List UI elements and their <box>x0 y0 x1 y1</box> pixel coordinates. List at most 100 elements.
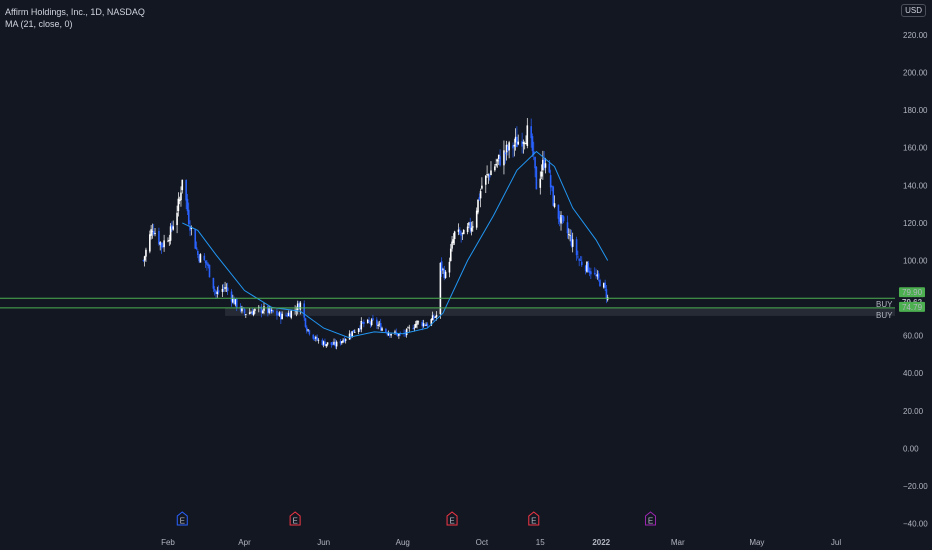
candle-body <box>260 306 263 313</box>
candle-body <box>394 331 396 333</box>
candle-body <box>405 328 408 336</box>
candle-body <box>270 309 273 312</box>
candle-body <box>414 323 417 328</box>
candle-body <box>542 159 544 171</box>
candle-body <box>298 304 300 310</box>
candle-body <box>363 321 365 324</box>
y-tick-label: 160.00 <box>903 144 928 153</box>
candle-body <box>468 222 470 226</box>
indicator-label[interactable]: MA (21, close, 0) <box>5 19 73 29</box>
candle-body <box>344 339 347 341</box>
candle-body <box>226 287 229 292</box>
x-tick-label: Oct <box>476 538 489 547</box>
candle-body <box>145 249 147 257</box>
candle-body <box>460 234 462 236</box>
candle-body <box>208 264 211 278</box>
candle-body <box>416 320 418 325</box>
candle-body <box>469 222 472 230</box>
buy-order-tag: BUY <box>876 311 893 320</box>
candle-body <box>366 319 369 323</box>
earnings-event-label: E <box>531 517 536 526</box>
candle-body <box>252 310 255 316</box>
candle-body <box>353 331 356 333</box>
candle-body <box>513 144 516 147</box>
candle-body <box>304 318 307 327</box>
candle-body <box>171 224 173 229</box>
candle-body <box>548 163 551 173</box>
x-tick-label: May <box>749 538 764 547</box>
candle-body <box>413 327 416 329</box>
candle-body <box>534 156 536 169</box>
price-label-box <box>899 301 925 312</box>
candle-body <box>360 320 363 330</box>
candle-body <box>387 333 390 336</box>
candle-body <box>178 199 181 202</box>
candle-body <box>495 163 497 166</box>
candle-body <box>341 341 343 344</box>
y-tick-label: 200.00 <box>903 69 928 78</box>
candle-body <box>276 311 278 316</box>
earnings-event-marker <box>645 511 657 526</box>
candle-body <box>160 242 163 248</box>
candle-body <box>241 307 243 312</box>
candle-body <box>462 229 465 235</box>
candle-body <box>389 334 391 336</box>
candle-body <box>439 262 442 315</box>
x-tick-label: Jul <box>831 538 841 547</box>
candle-body <box>505 144 508 153</box>
candle-body <box>230 291 233 302</box>
currency-button[interactable]: USD <box>901 4 926 17</box>
candle-body <box>569 235 571 236</box>
candle-body <box>186 198 189 212</box>
candle-body <box>370 319 373 326</box>
candle-body <box>225 287 228 289</box>
symbol-title[interactable]: Affirm Holdings, Inc., 1D, NASDAQ <box>5 7 145 17</box>
y-tick-label: 100.00 <box>903 256 928 265</box>
candle-body <box>435 314 438 318</box>
candle-body <box>350 334 352 336</box>
candle-body <box>206 262 208 265</box>
candle-body <box>368 320 370 322</box>
price-zone <box>225 307 895 316</box>
candle-body <box>321 339 324 345</box>
candle-body <box>484 175 487 185</box>
y-tick-label: 120.00 <box>903 219 928 228</box>
candle-body <box>280 312 282 320</box>
chart-legend: Affirm Holdings, Inc., 1D, NASDAQ MA (21… <box>5 6 145 30</box>
candle-body <box>204 260 207 264</box>
candle-body <box>149 234 151 252</box>
candle-body <box>517 141 520 145</box>
y-tick-label: 60.00 <box>903 332 924 341</box>
x-tick-label: 15 <box>536 538 545 547</box>
candle-body <box>342 340 344 343</box>
candle-body <box>172 226 174 230</box>
x-tick-label: Jun <box>317 538 330 547</box>
candle-body <box>325 344 328 347</box>
candle-body <box>330 342 333 345</box>
price-label-box <box>899 287 925 298</box>
candle-body <box>553 203 556 207</box>
candle-body <box>444 271 447 278</box>
candle-body <box>357 328 360 332</box>
candle-body <box>286 315 289 317</box>
candle-body <box>539 178 542 188</box>
candle-body <box>487 174 490 176</box>
x-tick-label: Aug <box>396 538 410 547</box>
candle-body <box>496 159 499 162</box>
candle-body <box>525 143 527 145</box>
price-level-label: 74.79 <box>902 303 923 312</box>
candle-body <box>331 344 334 346</box>
candle-body <box>151 230 154 232</box>
candle-body <box>307 329 309 331</box>
candle-body <box>424 324 426 326</box>
earnings-event-label: E <box>648 517 653 526</box>
candle-body <box>566 222 569 234</box>
candle-body <box>562 216 565 222</box>
price-level-label: 79.90 <box>902 288 923 297</box>
candle-body <box>425 324 427 326</box>
candle-body <box>390 333 392 336</box>
candle-body <box>212 277 215 289</box>
candle-body <box>162 245 164 247</box>
